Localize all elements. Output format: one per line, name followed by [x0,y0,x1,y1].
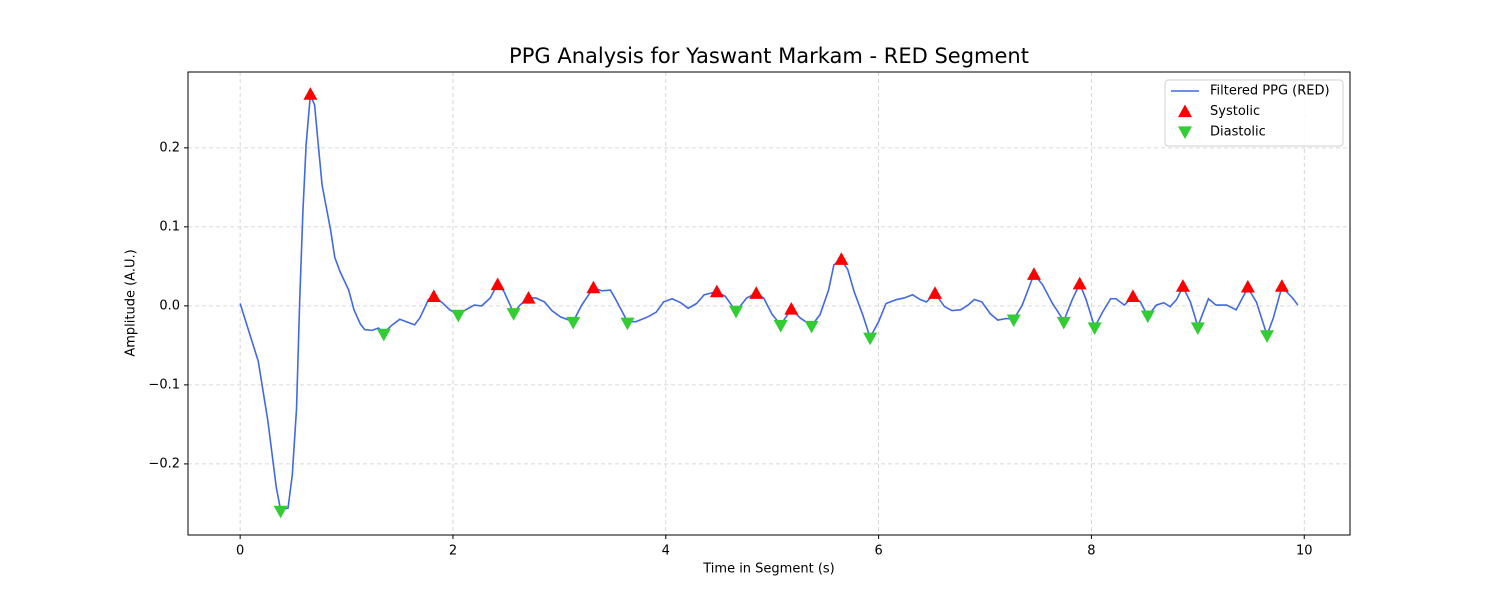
y-tick-label: 0.2 [159,140,180,155]
marker [376,328,391,342]
y-tick-label: 0.1 [159,219,180,234]
marker [928,286,942,299]
y-tick-label: −0.2 [148,456,180,471]
y-axis-label: Amplitude (A.U.) [124,249,139,356]
marker [451,309,466,323]
marker [1006,314,1021,328]
marker [303,87,318,100]
marker [709,284,724,298]
x-axis-label: Time in Segment (s) [702,562,834,577]
marker [804,320,819,334]
plot-frame [187,71,1351,536]
marker [620,317,635,331]
marker [1240,279,1255,293]
marker [1175,279,1190,292]
marker [566,316,581,330]
x-tick-label: 8 [1087,544,1095,559]
legend-box [1164,79,1344,147]
marker [1274,279,1289,292]
marker [490,277,505,291]
marker [729,305,744,319]
marker [1190,322,1205,335]
marker [749,286,764,299]
x-tick-label: 10 [1296,544,1313,559]
marker [506,308,521,321]
marker [1056,316,1071,330]
legend-swatch [1178,126,1192,139]
marker [1087,322,1102,335]
legend-label: Systolic [1210,104,1260,119]
x-tick-label: 0 [236,544,244,559]
marker [273,505,288,519]
marker [773,320,788,333]
marker [784,302,799,315]
legend-swatch [1178,104,1192,118]
marker [586,280,601,294]
chart-title: PPG Analysis for Yaswant Markam - RED Se… [509,44,1029,68]
data-line [239,94,1299,511]
y-tick-label: 0.0 [159,298,180,313]
legend-label: Diastolic [1210,125,1266,140]
marker [1260,330,1274,343]
x-tick-label: 6 [874,544,882,559]
legend: Filtered PPG (RED) Systolic Diastolic [1164,79,1344,147]
marker [1125,289,1140,302]
marker [1026,267,1041,280]
legend-label: Filtered PPG (RED) [1210,84,1330,99]
marker [1140,310,1155,324]
marker [863,332,878,346]
marker [1072,276,1087,290]
marker [521,290,536,304]
x-tick-label: 2 [449,544,457,559]
y-tick-label: −0.1 [148,377,180,392]
marker [834,252,849,265]
marker [426,289,441,302]
x-tick-label: 4 [662,544,670,559]
